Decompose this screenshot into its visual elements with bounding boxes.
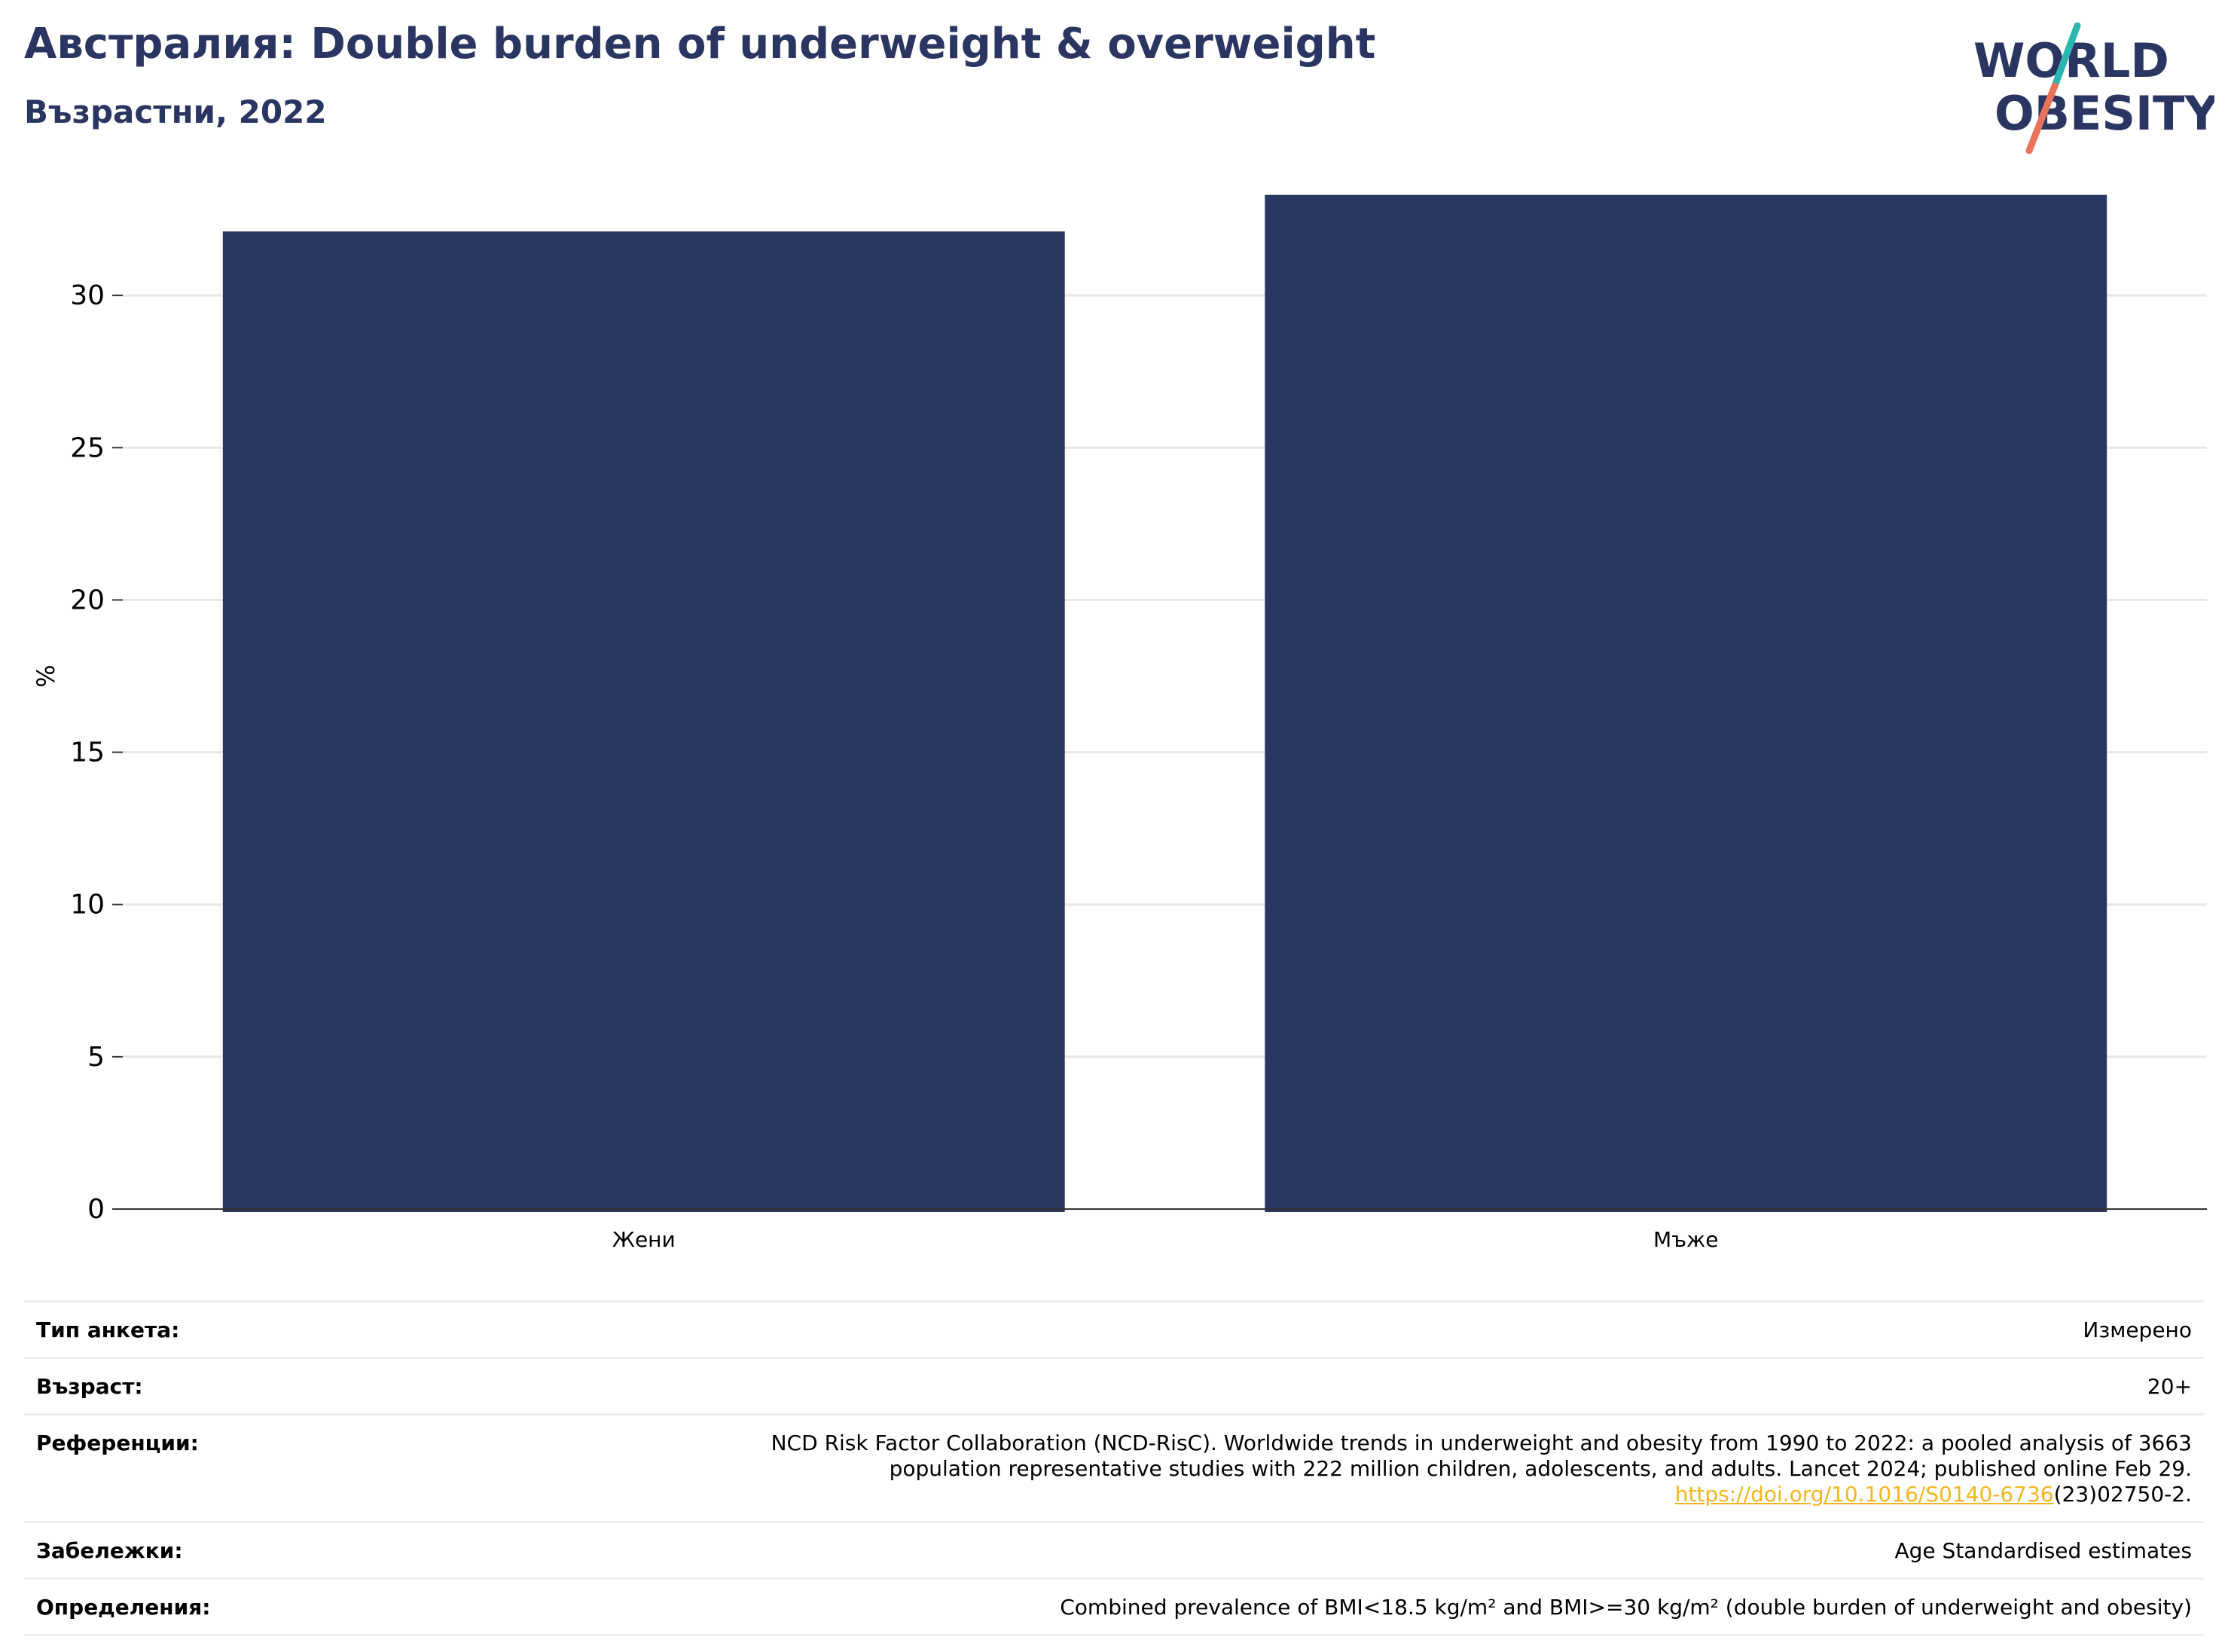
chart-title: Австралия: Double burden of underweight …	[24, 20, 1376, 69]
doi-suffix: (23)02750-2.	[2053, 1482, 2192, 1507]
bar-chart: 0 5 10 15 20 25 30 Жени Мъже %	[32, 194, 2207, 1252]
logo-coral-slash	[2025, 82, 2059, 154]
notes-label: Забележки:	[36, 1538, 183, 1563]
y-tick-label: 5	[87, 1042, 105, 1073]
doi-link[interactable]: https://doi.org/10.1016/S0140-6736	[1674, 1482, 2054, 1507]
y-tick-label: 10	[70, 890, 105, 921]
age-label: Възраст:	[36, 1374, 143, 1399]
meta-row-survey: Тип анкета: Измерено	[24, 1302, 2204, 1359]
logo-teal-slash	[2051, 23, 2081, 90]
references-label: Референции:	[36, 1431, 199, 1455]
meta-row-references: Референции: NCD Risk Factor Collaboratio…	[24, 1415, 2204, 1523]
y-tick-label: 15	[70, 737, 105, 768]
x-tick-label: Мъже	[1653, 1227, 1718, 1252]
survey-type-label: Тип анкета:	[36, 1318, 180, 1342]
meta-row-definitions: Определения: Combined prevalence of BMI<…	[24, 1580, 2204, 1636]
x-tick-label: Жени	[612, 1227, 676, 1252]
chart-subtitle: Възрастни, 2022	[24, 93, 327, 130]
y-tick-label: 0	[87, 1194, 105, 1225]
bar-men	[1265, 194, 2107, 1213]
world-obesity-logo: WORLD OBESITY	[1973, 23, 2214, 154]
logo-word-obesity: OBESITY	[1995, 86, 2214, 141]
survey-type-value: Измерено	[2083, 1318, 2192, 1342]
y-tick-label: 20	[70, 585, 105, 615]
metadata-table: Тип анкета: Измерено Възраст: 20+ Рефере…	[24, 1300, 2204, 1636]
x-tick-labels: Жени Мъже	[612, 1227, 1719, 1252]
age-value: 20+	[2147, 1374, 2192, 1399]
references-line-2: population representative studies with 2…	[889, 1456, 2192, 1481]
y-axis-label: %	[32, 664, 60, 687]
y-tick-label: 25	[70, 432, 105, 463]
bars	[222, 194, 2107, 1213]
meta-row-age: Възраст: 20+	[24, 1359, 2204, 1415]
bar-women	[222, 231, 1065, 1212]
definitions-label: Определения:	[36, 1595, 211, 1620]
meta-row-notes: Забележки: Age Standardised estimates	[24, 1523, 2204, 1580]
definitions-value: Combined prevalence of BMI<18.5 kg/m² an…	[1060, 1595, 2192, 1620]
y-tick-labels: 0 5 10 15 20 25 30	[70, 280, 123, 1225]
notes-value: Age Standardised estimates	[1894, 1538, 2192, 1563]
references-line-1: NCD Risk Factor Collaboration (NCD-RisC)…	[771, 1431, 2192, 1455]
references-value: NCD Risk Factor Collaboration (NCD-RisC)…	[771, 1431, 2192, 1507]
y-tick-label: 30	[70, 280, 105, 311]
